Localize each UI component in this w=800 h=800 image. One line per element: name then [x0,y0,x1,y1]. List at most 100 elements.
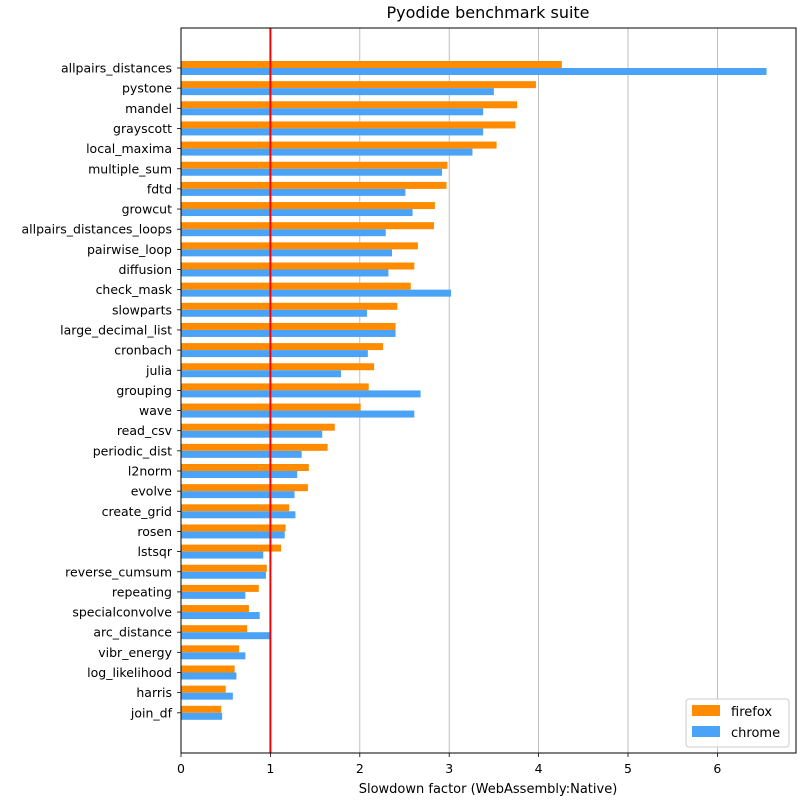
y-tick-label: growcut [122,202,172,217]
y-tick-label: lstsqr [138,544,173,559]
bar-firefox [181,564,267,572]
x-tick-label: 5 [624,761,632,776]
bar-firefox [181,322,396,330]
bar-chrome [181,350,368,358]
bar-firefox [181,363,375,371]
bar-firefox [181,524,286,532]
y-tick-label: allpairs_distances_loops [21,222,172,237]
legend-swatch-chrome [692,726,720,737]
bar-firefox [181,282,411,290]
y-tick-label: arc_distance [93,625,172,640]
bar-firefox [181,242,418,250]
bar-chrome [181,511,296,519]
y-tick-label: reverse_cumsum [65,564,172,579]
bar-firefox [181,705,222,713]
bar-chrome [181,68,767,75]
bar-firefox [181,605,249,613]
bar-firefox [181,685,226,693]
bar-firefox [181,161,448,169]
y-tick-label: multiple_sum [88,161,172,176]
bar-firefox [181,504,290,512]
bar-chrome [181,128,484,136]
y-tick-label: rosen [137,524,172,539]
bar-firefox [181,443,328,451]
bar-firefox [181,262,415,270]
legend-label-firefox: firefox [731,705,772,720]
bar-chrome [181,450,302,458]
bar-firefox [181,202,435,210]
bar-firefox [181,484,308,492]
bar-chrome [181,370,342,378]
bar-chrome [181,551,264,559]
x-axis: 0 1 2 3 4 5 6 [177,753,721,776]
y-tick-label: fdtd [147,181,172,196]
bar-firefox [181,544,282,552]
bar-chrome [181,88,494,96]
y-tick-label: vibr_energy [98,645,172,660]
bar-firefox [181,665,235,673]
bar-chrome [181,632,270,640]
y-tick-label: grouping [116,383,172,398]
bar-firefox [181,625,248,633]
bar-firefox [181,464,309,471]
bar-chrome [181,571,266,579]
bar-chrome [181,329,396,337]
bar-firefox [181,584,259,592]
bar-chrome [181,410,415,418]
y-tick-label: create_grid [102,504,172,519]
bar-chrome [181,712,223,720]
bar-chrome [181,289,451,297]
y-tick-label: l2norm [128,464,172,479]
bar-chrome [181,209,413,217]
y-tick-label: harris [136,685,172,700]
y-tick-label: cronbach [114,343,172,358]
y-tick-label: julia [145,363,172,378]
bar-chrome [181,249,392,257]
y-tick-label: repeating [112,584,172,599]
bar-chrome [181,612,260,620]
y-tick-label: specialconvolve [72,605,172,620]
bar-firefox [181,81,536,89]
bar-firefox [181,121,516,129]
y-tick-label: log_likelihood [87,665,172,680]
bar-chrome [181,108,484,116]
y-tick-label: grayscott [113,121,172,136]
bar-firefox [181,343,384,351]
bar-chrome [181,491,295,499]
bar-chrome [181,269,389,277]
x-tick-label: 6 [713,761,721,776]
y-tick-label: allpairs_distances [61,61,172,76]
y-tick-label: evolve [131,484,173,499]
chart-title: Pyodide benchmark suite [386,3,589,22]
y-tick-label: join_df [130,705,173,720]
bar-firefox [181,302,398,310]
bar-firefox [181,423,335,431]
bar-chrome [181,591,246,599]
y-tick-label: periodic_dist [93,443,172,458]
y-tick-label: pairwise_loop [87,242,172,257]
x-axis-label: Slowdown factor (WebAssembly:Native) [359,782,618,797]
bar-firefox [181,645,240,653]
bar-chrome [181,652,246,660]
bar-chrome [181,672,237,680]
y-tick-label: slowparts [112,302,172,317]
y-tick-label: check_mask [96,282,173,297]
bar-firefox [181,61,562,68]
bar-chrome [181,692,233,700]
legend-swatch-firefox [692,705,720,716]
bar-firefox [181,181,447,189]
x-tick-label: 0 [177,761,185,776]
y-tick-label: diffusion [119,262,173,277]
legend-label-chrome: chrome [731,726,780,741]
bar-firefox [181,141,497,149]
bar-chrome [181,229,386,237]
y-tick-label: read_csv [117,423,173,438]
x-tick-label: 2 [356,761,364,776]
bar-chrome [181,148,473,156]
x-tick-label: 3 [445,761,453,776]
y-tick-label: large_decimal_list [60,322,172,337]
bar-firefox [181,222,435,230]
bar-firefox [181,101,518,109]
bar-chrome [181,390,421,398]
bar-chrome [181,471,298,478]
